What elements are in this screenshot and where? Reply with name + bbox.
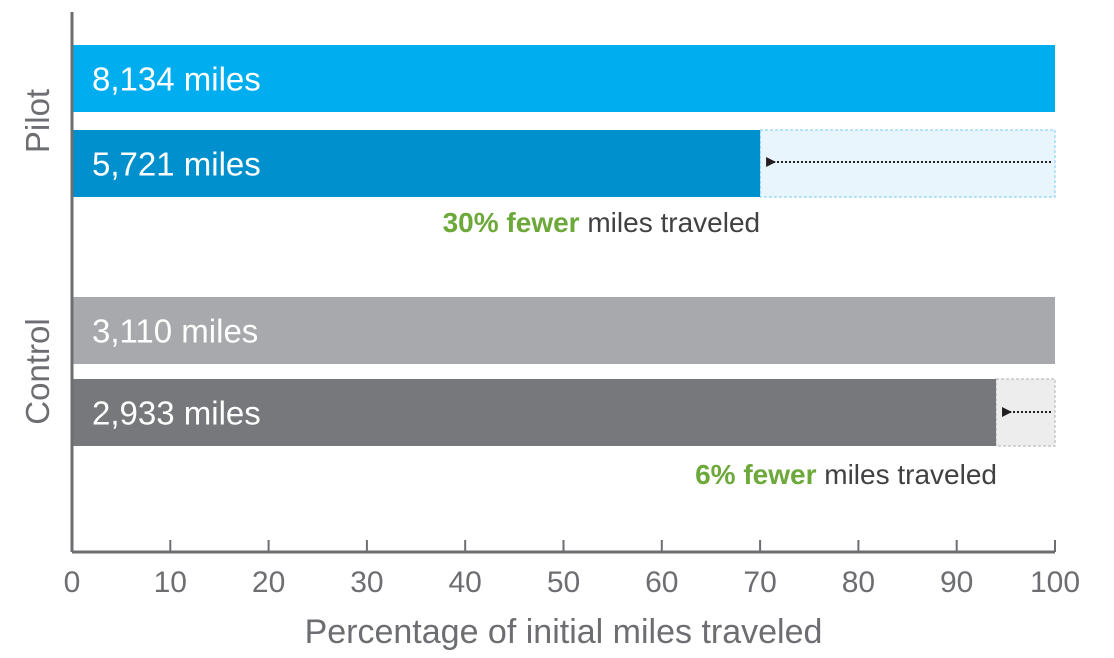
control-reduction-text: miles traveled — [816, 459, 997, 490]
x-tick-label-0: 0 — [64, 566, 81, 599]
x-tick-label-50: 50 — [547, 566, 580, 599]
pilot-reduction-gap — [759, 129, 1056, 198]
control-bar-2 — [72, 379, 997, 446]
x-tick-label-40: 40 — [449, 566, 482, 599]
pilot-bar-2-label: 5,721 miles — [92, 146, 261, 183]
text-layer: 8,134 miles 5,721 miles 30% fewer miles tr… — [19, 61, 1080, 652]
x-axis-title: Percentage of initial miles traveled — [305, 613, 823, 651]
x-tick-label-100: 100 — [1030, 566, 1080, 599]
reduction-gap-layer — [759, 129, 1056, 447]
x-tick-label-60: 60 — [645, 566, 678, 599]
pilot-bar-1-label: 8,134 miles — [92, 61, 261, 98]
control-bar-1-label: 3,110 miles — [92, 313, 258, 350]
x-tick-label-90: 90 — [940, 566, 973, 599]
control-reduction-annotation: 6% fewer miles traveled — [695, 459, 997, 490]
control-reduction-highlight: 6% fewer — [695, 459, 816, 490]
pilot-reduction-highlight: 30% fewer — [443, 207, 580, 238]
control-bar-1 — [72, 297, 1055, 364]
pilot-reduction-text: miles traveled — [580, 207, 761, 238]
control-group-label: Control — [19, 318, 56, 424]
x-tick-label-30: 30 — [350, 566, 383, 599]
control-bar-2-label: 2,933 miles — [92, 395, 261, 432]
pilot-group-label: Pilot — [19, 89, 56, 153]
pilot-bar-1 — [72, 45, 1055, 112]
pilot-bar-2 — [72, 130, 761, 197]
x-tick-label-70: 70 — [743, 566, 776, 599]
x-tick-label-10: 10 — [154, 566, 187, 599]
pilot-reduction-annotation: 30% fewer miles traveled — [443, 207, 760, 238]
axes-layer — [70, 12, 1056, 554]
bars-layer — [72, 45, 1055, 446]
x-tick-label-20: 20 — [252, 566, 285, 599]
x-tick-label-80: 80 — [842, 566, 875, 599]
